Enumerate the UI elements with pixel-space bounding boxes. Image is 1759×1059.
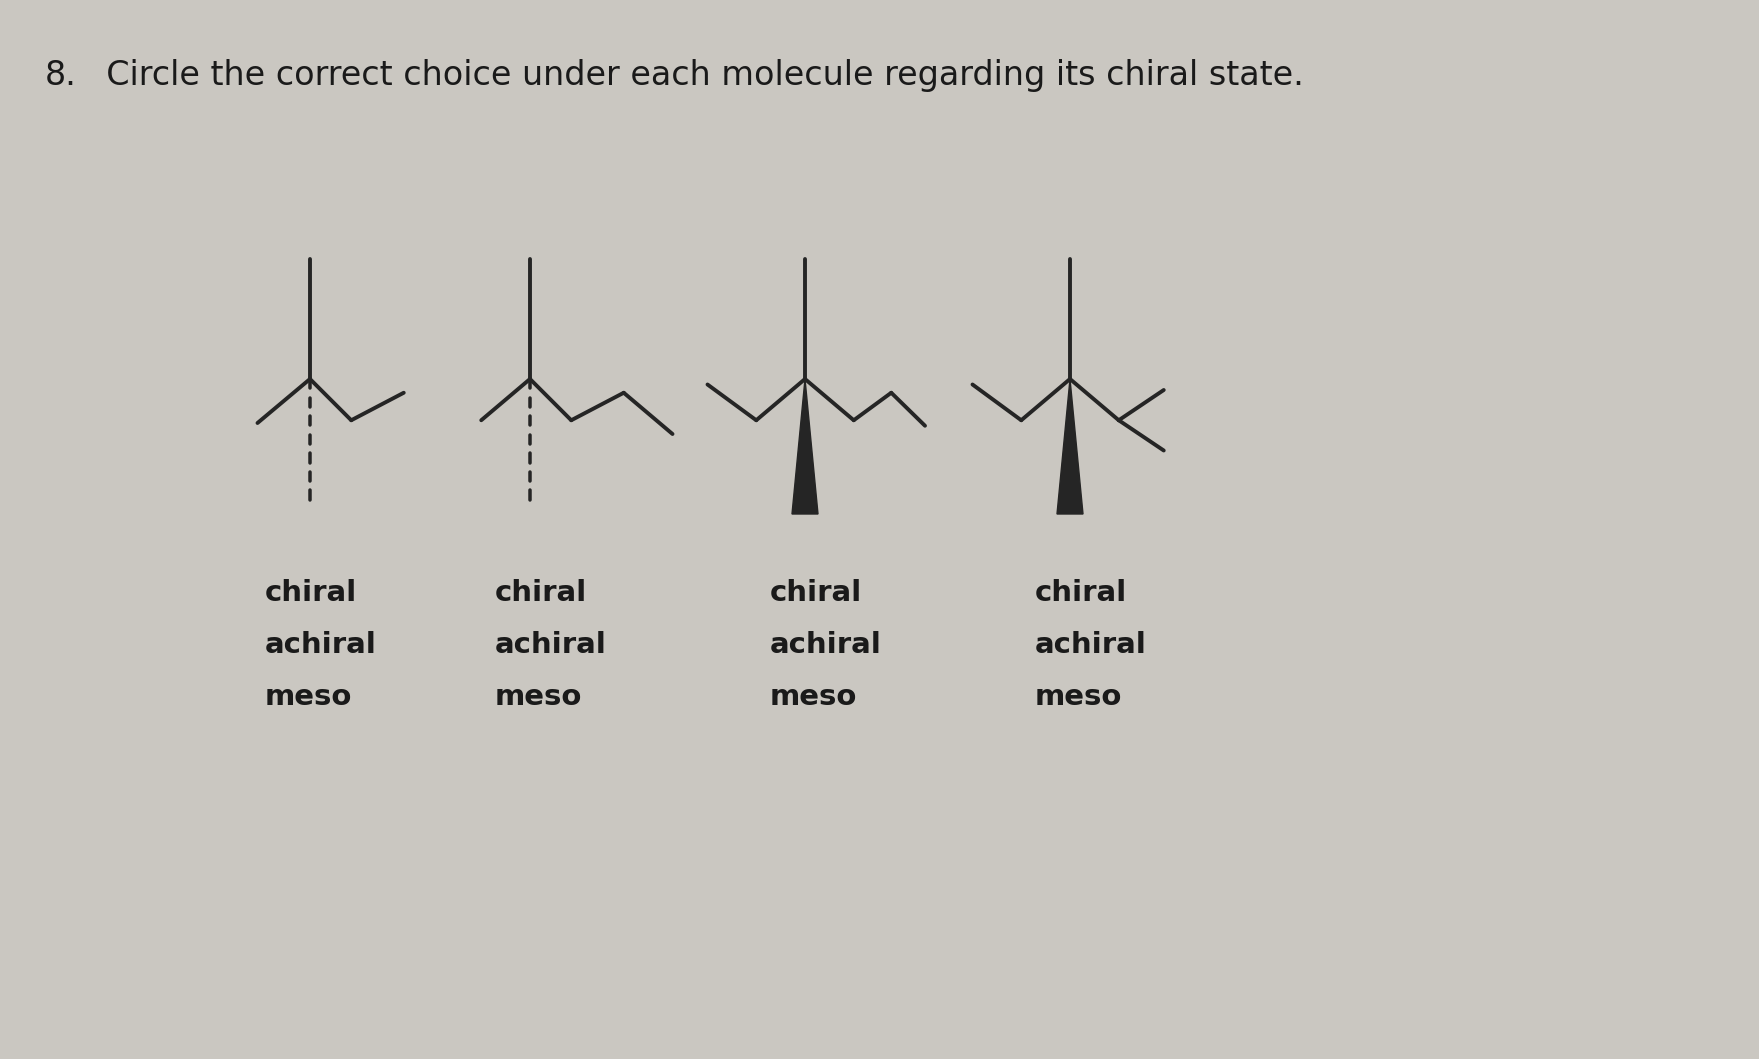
Text: achiral: achiral [770, 631, 881, 659]
Text: chiral: chiral [1034, 579, 1128, 607]
Text: meso: meso [494, 683, 582, 711]
Text: meso: meso [1034, 683, 1122, 711]
Text: 8.: 8. [46, 59, 77, 92]
Text: achiral: achiral [1034, 631, 1147, 659]
Text: achiral: achiral [494, 631, 607, 659]
Polygon shape [1057, 379, 1084, 514]
Text: meso: meso [770, 683, 857, 711]
Text: meso: meso [266, 683, 352, 711]
Text: chiral: chiral [494, 579, 588, 607]
Text: Circle the correct choice under each molecule regarding its chiral state.: Circle the correct choice under each mol… [84, 59, 1303, 92]
Polygon shape [792, 379, 818, 514]
Text: chiral: chiral [770, 579, 862, 607]
Text: chiral: chiral [266, 579, 357, 607]
Text: achiral: achiral [266, 631, 376, 659]
